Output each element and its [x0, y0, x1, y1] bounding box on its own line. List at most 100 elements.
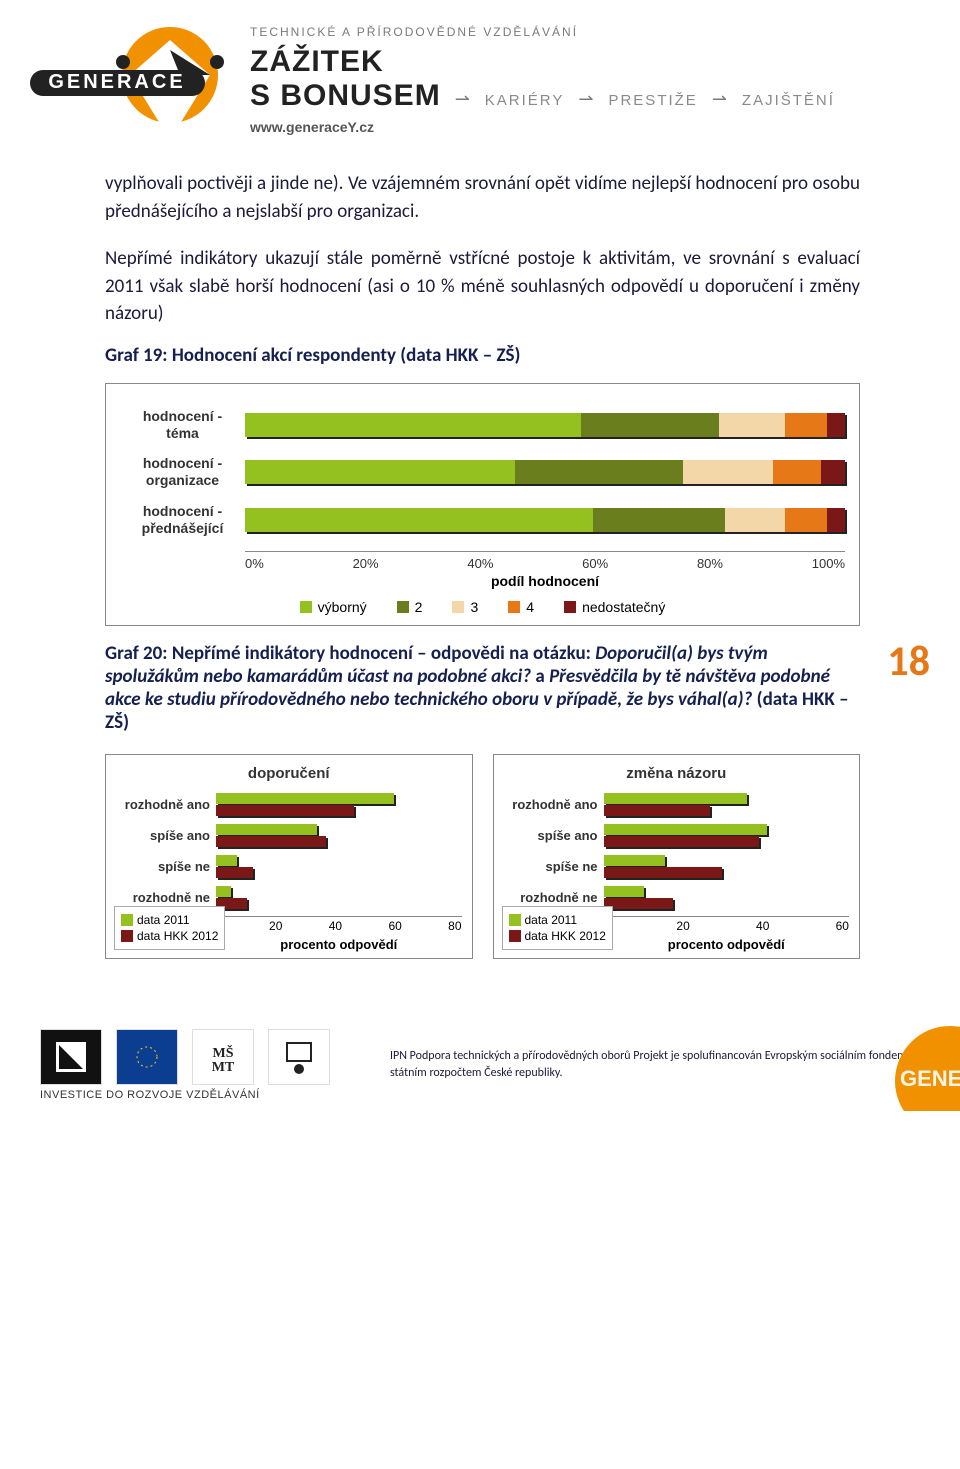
header-url: www.generaceY.cz	[250, 119, 960, 135]
chart-20-right: změna názoru rozhodně ano spíše ano spíše n…	[493, 754, 861, 959]
mini-x-ticks: 020406080	[216, 916, 462, 933]
header-subtitle: TECHNICKÉ A PŘÍRODOVĚDNÉ VZDĚLÁVÁNÍ	[250, 25, 960, 39]
legend-item: nedostatečný	[564, 599, 665, 615]
svg-text:MŠ: MŠ	[213, 1044, 234, 1061]
arrow-icon: ⇀	[712, 89, 728, 110]
mini-legend: data 2011 data HKK 2012	[114, 906, 225, 950]
chart-20-left: doporučení rozhodně ano spíše ano spíše ne r…	[105, 754, 473, 959]
hbar-track	[245, 508, 845, 532]
mini-chart-title: změna názoru	[504, 765, 850, 782]
mini-label: spíše ne	[116, 859, 216, 874]
mini-bars	[216, 854, 462, 879]
hbar-segment	[581, 413, 719, 437]
hbar-segment	[821, 460, 845, 484]
mini-x-ticks: 0204060	[604, 916, 850, 933]
footer-invest-line: INVESTICE DO ROZVOJE VZDĚLÁVÁNÍ	[40, 1089, 330, 1101]
legend-item: data HKK 2012	[509, 929, 606, 943]
hbar-segment	[827, 508, 845, 532]
legend-item: 4	[508, 599, 534, 615]
hbar-segment	[785, 508, 827, 532]
page-number: 18	[887, 636, 930, 687]
header-text: TECHNICKÉ A PŘÍRODOVĚDNÉ VZDĚLÁVÁNÍ ZÁŽI…	[250, 20, 960, 135]
chart-20-pair: doporučení rozhodně ano spíše ano spíše ne r…	[105, 754, 860, 959]
hbar-segment	[773, 460, 821, 484]
bonus-word-1: KARIÉRY	[485, 92, 565, 109]
legend-item: data 2011	[509, 913, 606, 927]
mini-bar	[216, 836, 326, 847]
mini-bar	[604, 805, 710, 816]
mini-x-label: procento odpovědí	[216, 937, 462, 952]
mini-bars	[604, 792, 850, 817]
logo-msmt: MŠMT	[192, 1029, 254, 1085]
mini-bar	[604, 898, 674, 909]
x-axis-ticks: 0%20%40%60%80%100%	[245, 551, 845, 571]
mini-bar	[216, 855, 237, 866]
mini-row: spíše ano	[504, 823, 850, 848]
svg-text:GENERACE: GENERACE	[48, 71, 185, 93]
footer-logos: MŠMT	[40, 1029, 330, 1085]
logo-opvk	[268, 1029, 330, 1085]
header-title1: ZÁŽITEK	[250, 45, 960, 79]
mini-bar	[216, 824, 317, 835]
chart19-heading: Graf 19: Hodnocení akcí respondenty (dat…	[0, 338, 960, 377]
hbar-label: hodnocení -téma	[120, 408, 245, 442]
paragraph-1: vyplňovali poctivěji a jinde ne). Ve vzá…	[0, 160, 960, 235]
header-title2: S BONUSEM	[250, 79, 441, 113]
hbar-segment	[719, 413, 785, 437]
hbar-segment	[725, 508, 785, 532]
mini-label: spíše ano	[116, 828, 216, 843]
mini-legend: data 2011 data HKK 2012	[502, 906, 613, 950]
hbar-label: hodnocení -organizace	[120, 455, 245, 489]
mini-bar	[216, 805, 354, 816]
mini-row: rozhodně ano	[504, 792, 850, 817]
hbar-row: hodnocení -téma	[120, 408, 845, 442]
hbar-segment	[245, 508, 593, 532]
mini-bar	[216, 867, 253, 878]
chart20-heading-mid: a	[531, 665, 549, 688]
mini-row: spíše ano	[116, 823, 462, 848]
mini-bars	[216, 792, 462, 817]
chart-19: hodnocení -téma hodnocení -organizace hodn…	[105, 383, 860, 626]
mini-bars	[604, 854, 850, 879]
hbar-label: hodnocení -přednášející	[120, 503, 245, 537]
hbar-track	[245, 460, 845, 484]
hbar-row: hodnocení -přednášející	[120, 503, 845, 537]
mini-label: spíše ne	[504, 859, 604, 874]
mini-chart-title: doporučení	[116, 765, 462, 782]
hbar-row: hodnocení -organizace	[120, 455, 845, 489]
arrow-icon: ⇀	[455, 89, 471, 110]
hbar-segment	[593, 508, 725, 532]
logo-eu	[116, 1029, 178, 1085]
legend-item: 3	[452, 599, 478, 615]
chart20-heading: Graf 20: Nepřímé indikátory hodnocení – …	[0, 636, 960, 744]
page-header: GENERACE TECHNICKÉ A PŘÍRODOVĚDNÉ VZDĚLÁ…	[0, 0, 960, 160]
hbar-segment	[245, 460, 515, 484]
mini-bars	[216, 823, 462, 848]
legend-item: data 2011	[121, 913, 218, 927]
page: GENERACE TECHNICKÉ A PŘÍRODOVĚDNÉ VZDĚLÁ…	[0, 0, 960, 1121]
mini-bar	[604, 867, 723, 878]
hbar-track	[245, 413, 845, 437]
mini-bars	[216, 885, 462, 910]
mini-bar	[604, 793, 747, 804]
generace-logo: GENERACE	[20, 20, 250, 150]
mini-bar	[604, 855, 665, 866]
mini-row: rozhodně ano	[116, 792, 462, 817]
legend-item: data HKK 2012	[121, 929, 218, 943]
page-footer: MŠMT INVESTICE DO ROZVOJE VZDĚLÁVÁNÍ IPN…	[0, 969, 960, 1121]
mini-bar	[216, 793, 394, 804]
hbar-segment	[785, 413, 827, 437]
mini-bars	[604, 823, 850, 848]
legend-item: výborný	[300, 599, 367, 615]
hbar-segment	[827, 413, 845, 437]
mini-x-label: procento odpovědí	[604, 937, 850, 952]
hbar-segment	[515, 460, 683, 484]
bonus-word-2: PRESTIŽE	[608, 92, 697, 109]
mini-label: rozhodně ne	[504, 890, 604, 905]
header-title2-row: S BONUSEM ⇀ KARIÉRY ⇀ PRESTIŽE ⇀ ZAJIŠTĚ…	[250, 79, 960, 113]
paragraph-2: Nepřímé indikátory ukazují stále poměrně…	[0, 235, 960, 338]
legend: výborný234nedostatečný	[120, 599, 845, 615]
mini-row: spíše ne	[116, 854, 462, 879]
mini-label: rozhodně ne	[116, 890, 216, 905]
chart20-heading-pre: Graf 20: Nepřímé indikátory hodnocení – …	[105, 642, 595, 665]
